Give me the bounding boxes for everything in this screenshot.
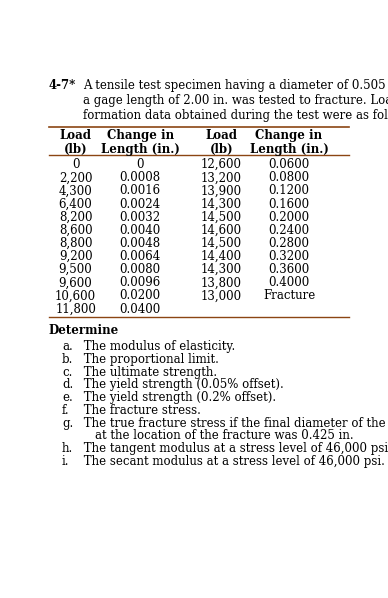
Text: 0.3200: 0.3200 xyxy=(268,250,310,263)
Text: 14,300: 14,300 xyxy=(201,263,242,276)
Text: 0.0048: 0.0048 xyxy=(120,237,161,250)
Text: d.: d. xyxy=(62,379,73,392)
Text: The modulus of elasticity.: The modulus of elasticity. xyxy=(80,340,236,353)
Text: 8,800: 8,800 xyxy=(59,237,92,250)
Text: The secant modulus at a stress level of 46,000 psi.: The secant modulus at a stress level of … xyxy=(80,455,385,468)
Text: 14,600: 14,600 xyxy=(201,224,242,237)
Text: 0.2400: 0.2400 xyxy=(268,224,310,237)
Text: Load: Load xyxy=(205,129,237,142)
Text: at the location of the fracture was 0.425 in.: at the location of the fracture was 0.42… xyxy=(80,429,354,443)
Text: Determine: Determine xyxy=(48,324,119,337)
Text: formation data obtained during the test were as follows:: formation data obtained during the test … xyxy=(83,109,388,122)
Text: 9,200: 9,200 xyxy=(59,250,92,263)
Text: 0.0096: 0.0096 xyxy=(120,276,161,289)
Text: Change in: Change in xyxy=(255,129,323,142)
Text: 0: 0 xyxy=(137,158,144,171)
Text: (lb): (lb) xyxy=(64,143,87,155)
Text: 0.0064: 0.0064 xyxy=(120,250,161,263)
Text: c.: c. xyxy=(62,366,73,379)
Text: 0.0600: 0.0600 xyxy=(268,158,310,171)
Text: 0.2800: 0.2800 xyxy=(268,237,310,250)
Text: The yield strength (0.05% offset).: The yield strength (0.05% offset). xyxy=(80,379,284,392)
Text: 14,300: 14,300 xyxy=(201,197,242,210)
Text: h.: h. xyxy=(62,442,73,455)
Text: e.: e. xyxy=(62,391,73,404)
Text: f.: f. xyxy=(62,404,70,417)
Text: 0.0800: 0.0800 xyxy=(268,172,310,184)
Text: Change in: Change in xyxy=(107,129,174,142)
Text: 13,200: 13,200 xyxy=(201,172,242,184)
Text: 0.0040: 0.0040 xyxy=(120,224,161,237)
Text: 0.1200: 0.1200 xyxy=(268,184,310,197)
Text: 4-7*: 4-7* xyxy=(48,79,76,91)
Text: Load: Load xyxy=(60,129,92,142)
Text: i.: i. xyxy=(62,455,69,468)
Text: 0.0080: 0.0080 xyxy=(120,263,161,276)
Text: 11,800: 11,800 xyxy=(55,303,96,316)
Text: The ultimate strength.: The ultimate strength. xyxy=(80,366,217,379)
Text: 14,500: 14,500 xyxy=(201,210,242,224)
Text: 0.0032: 0.0032 xyxy=(120,210,161,224)
Text: The fracture stress.: The fracture stress. xyxy=(80,404,201,417)
Text: 8,600: 8,600 xyxy=(59,224,92,237)
Text: g.: g. xyxy=(62,417,73,429)
Text: 10,600: 10,600 xyxy=(55,289,96,303)
Text: (lb): (lb) xyxy=(210,143,233,155)
Text: 14,400: 14,400 xyxy=(201,250,242,263)
Text: 0.0200: 0.0200 xyxy=(120,289,161,303)
Text: 4,300: 4,300 xyxy=(59,184,92,197)
Text: a gage length of 2.00 in. was tested to fracture. Load and de-: a gage length of 2.00 in. was tested to … xyxy=(83,94,388,107)
Text: 13,900: 13,900 xyxy=(201,184,242,197)
Text: b.: b. xyxy=(62,353,73,366)
Text: Fracture: Fracture xyxy=(263,289,315,303)
Text: 6,400: 6,400 xyxy=(59,197,92,210)
Text: 0.2000: 0.2000 xyxy=(268,210,310,224)
Text: 13,800: 13,800 xyxy=(201,276,242,289)
Text: 13,000: 13,000 xyxy=(201,289,242,303)
Text: 0.0400: 0.0400 xyxy=(120,303,161,316)
Text: The true fracture stress if the final diameter of the specimen: The true fracture stress if the final di… xyxy=(80,417,388,429)
Text: 0: 0 xyxy=(72,158,79,171)
Text: Length (in.): Length (in.) xyxy=(101,143,180,155)
Text: 0.0016: 0.0016 xyxy=(120,184,161,197)
Text: 14,500: 14,500 xyxy=(201,237,242,250)
Text: 12,600: 12,600 xyxy=(201,158,242,171)
Text: 9,500: 9,500 xyxy=(59,263,92,276)
Text: 0.0024: 0.0024 xyxy=(120,197,161,210)
Text: a.: a. xyxy=(62,340,73,353)
Text: 9,600: 9,600 xyxy=(59,276,92,289)
Text: Length (in.): Length (in.) xyxy=(249,143,329,155)
Text: The yield strength (0.2% offset).: The yield strength (0.2% offset). xyxy=(80,391,276,404)
Text: The proportional limit.: The proportional limit. xyxy=(80,353,219,366)
Text: 8,200: 8,200 xyxy=(59,210,92,224)
Text: 0.1600: 0.1600 xyxy=(268,197,310,210)
Text: 0.0008: 0.0008 xyxy=(120,172,161,184)
Text: 0.4000: 0.4000 xyxy=(268,276,310,289)
Text: 2,200: 2,200 xyxy=(59,172,92,184)
Text: A tensile test specimen having a diameter of 0.505 in. and: A tensile test specimen having a diamete… xyxy=(83,79,388,91)
Text: The tangent modulus at a stress level of 46,000 psi.: The tangent modulus at a stress level of… xyxy=(80,442,388,455)
Text: 0.3600: 0.3600 xyxy=(268,263,310,276)
